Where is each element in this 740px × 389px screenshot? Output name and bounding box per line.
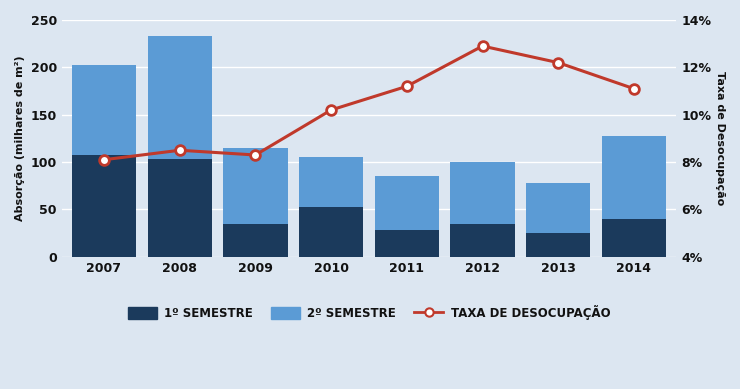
Y-axis label: Taxa de Desocupação: Taxa de Desocupação xyxy=(715,71,725,205)
Bar xyxy=(223,224,288,257)
Bar xyxy=(602,219,666,257)
Bar xyxy=(147,159,212,257)
Bar xyxy=(526,233,591,257)
Bar xyxy=(451,224,515,257)
Bar xyxy=(602,136,666,219)
Bar xyxy=(299,158,363,207)
Bar xyxy=(374,176,439,230)
Bar xyxy=(72,154,136,257)
Legend: 1º SEMESTRE, 2º SEMESTRE, TAXA DE DESOCUPAÇÃO: 1º SEMESTRE, 2º SEMESTRE, TAXA DE DESOCU… xyxy=(123,301,615,325)
Bar xyxy=(374,230,439,257)
Bar xyxy=(72,65,136,154)
Bar xyxy=(223,148,288,224)
Bar xyxy=(526,183,591,233)
Bar xyxy=(299,207,363,257)
Bar xyxy=(147,36,212,159)
Bar xyxy=(451,162,515,224)
Y-axis label: Absorção (milhares de m²): Absorção (milhares de m²) xyxy=(15,56,25,221)
